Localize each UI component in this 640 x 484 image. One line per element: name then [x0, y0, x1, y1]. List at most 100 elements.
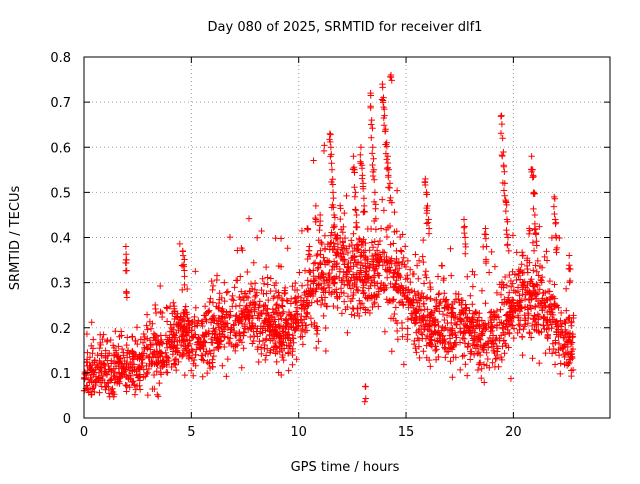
data-point — [496, 281, 503, 288]
data-point — [216, 338, 223, 345]
y-tick-label: 0.4 — [50, 232, 71, 247]
data-point — [102, 347, 109, 354]
data-point — [250, 328, 257, 335]
data-point — [536, 359, 543, 367]
data-point — [384, 224, 392, 231]
data-point — [260, 290, 267, 298]
data-point — [303, 297, 310, 304]
data-point — [375, 288, 382, 295]
data-point — [254, 314, 261, 322]
data-point — [313, 344, 320, 352]
data-point — [526, 329, 533, 336]
data-point — [461, 234, 469, 241]
data-point — [316, 211, 324, 219]
data-point — [166, 334, 173, 341]
data-point — [462, 310, 469, 318]
data-point — [118, 370, 126, 377]
data-point — [363, 268, 370, 276]
data-point — [467, 356, 474, 363]
data-point — [81, 368, 89, 376]
data-point — [539, 295, 546, 302]
data-point — [103, 383, 110, 390]
data-point — [211, 334, 218, 341]
data-point — [449, 300, 456, 308]
data-point — [547, 311, 555, 318]
data-point — [340, 242, 347, 249]
data-point — [273, 358, 280, 366]
data-point — [178, 317, 186, 324]
data-point — [519, 269, 526, 276]
data-point — [171, 315, 178, 323]
data-point — [285, 367, 292, 374]
data-point — [433, 337, 441, 344]
data-point — [304, 225, 311, 232]
data-point — [295, 293, 302, 300]
data-point — [533, 327, 540, 334]
data-point — [291, 312, 298, 320]
data-point — [108, 386, 115, 394]
data-point — [258, 227, 265, 235]
data-point — [155, 359, 162, 366]
data-point — [531, 211, 539, 219]
data-point — [412, 345, 419, 352]
data-point — [102, 353, 109, 360]
data-point — [415, 343, 423, 350]
data-point — [293, 356, 300, 363]
data-point — [515, 314, 522, 322]
data-point — [337, 250, 344, 257]
data-point — [280, 308, 287, 316]
data-point — [531, 226, 538, 233]
data-point — [501, 350, 508, 357]
data-point — [221, 334, 228, 341]
data-point — [327, 131, 334, 138]
data-point — [371, 250, 379, 258]
data-point — [416, 354, 423, 362]
data-point — [266, 331, 273, 338]
data-point — [88, 319, 95, 326]
data-point — [212, 331, 219, 338]
data-point — [230, 322, 237, 329]
data-point — [543, 248, 550, 255]
data-point — [502, 312, 510, 319]
data-point — [362, 265, 370, 272]
data-point — [292, 308, 300, 315]
data-point — [358, 238, 366, 246]
data-point — [443, 296, 450, 303]
data-point — [447, 245, 454, 252]
data-point — [313, 323, 321, 330]
data-point — [451, 329, 459, 336]
data-point — [457, 316, 465, 324]
data-point — [478, 330, 485, 337]
data-point — [322, 324, 329, 332]
data-point — [163, 354, 171, 361]
data-point — [504, 234, 512, 241]
data-point — [96, 389, 103, 396]
data-point — [441, 316, 448, 324]
data-point — [557, 309, 565, 317]
data-point — [408, 298, 415, 305]
data-point — [88, 376, 95, 384]
data-point — [387, 297, 395, 305]
data-point — [118, 345, 126, 353]
data-point — [343, 273, 350, 280]
data-points — [80, 71, 577, 405]
data-point — [391, 208, 398, 216]
data-point — [352, 206, 359, 213]
data-point — [94, 362, 102, 370]
data-point — [291, 286, 299, 294]
data-point — [132, 337, 139, 345]
data-point — [358, 299, 366, 307]
data-point — [171, 305, 178, 312]
data-point — [568, 372, 575, 380]
data-point — [360, 304, 368, 311]
data-point — [433, 296, 440, 303]
data-point — [242, 290, 249, 297]
data-point — [546, 277, 554, 285]
data-point — [499, 135, 506, 142]
data-point — [495, 363, 502, 370]
data-point — [259, 275, 266, 282]
data-point — [326, 246, 333, 253]
data-point — [548, 325, 555, 332]
data-point — [504, 326, 511, 334]
data-point — [251, 293, 259, 301]
